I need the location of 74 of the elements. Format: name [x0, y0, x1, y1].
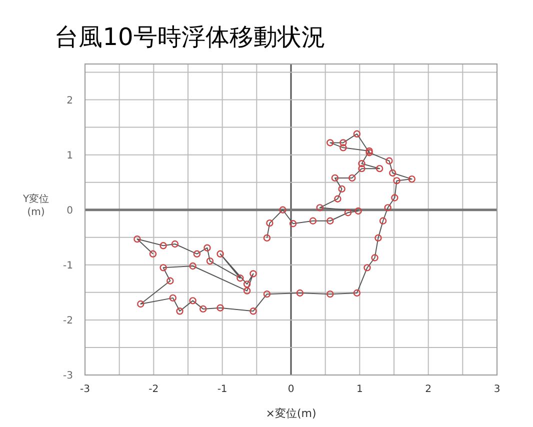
point	[326, 290, 334, 298]
y-tick-label: 1	[66, 150, 73, 162]
point	[149, 250, 157, 258]
point	[379, 217, 387, 224]
point	[331, 174, 339, 182]
point	[309, 217, 317, 224]
point	[166, 277, 174, 284]
point	[364, 264, 371, 272]
point	[340, 139, 347, 146]
point	[348, 174, 356, 182]
y-tick-label: -3	[63, 370, 73, 382]
point	[326, 139, 334, 146]
point	[137, 300, 144, 308]
point	[250, 270, 257, 278]
point	[316, 204, 324, 212]
x-axis-title: ×変位(m)	[266, 407, 316, 420]
point	[289, 220, 297, 228]
point	[171, 240, 179, 248]
point	[376, 164, 384, 172]
point	[250, 308, 257, 315]
y-tick-label: -1	[63, 260, 73, 272]
point	[358, 160, 366, 168]
point	[371, 254, 378, 262]
chart-title: 台風10号時浮体移動状況	[54, 23, 326, 51]
point	[243, 280, 251, 288]
point	[393, 177, 400, 184]
point	[366, 147, 373, 155]
point	[366, 149, 373, 156]
point	[389, 169, 396, 177]
point	[384, 204, 392, 212]
point	[236, 274, 244, 282]
point	[353, 130, 361, 138]
point	[193, 250, 201, 258]
point	[200, 305, 207, 313]
point	[189, 297, 196, 304]
x-tick-label: -3	[80, 384, 90, 395]
point	[216, 250, 224, 258]
y-tick-label: 0	[66, 205, 73, 216]
point	[189, 262, 196, 270]
x-tick-label: 1	[356, 384, 363, 395]
y-axis-title: Y変位 (m)	[22, 192, 50, 218]
point	[358, 164, 366, 172]
point	[134, 235, 141, 243]
point	[216, 304, 224, 312]
point	[204, 244, 211, 252]
point	[206, 257, 214, 265]
point	[266, 219, 274, 227]
point	[326, 217, 334, 224]
y-tick-label: -2	[63, 315, 73, 326]
x-tick-label: 2	[425, 384, 432, 395]
x-tick-label: 0	[288, 384, 294, 395]
point	[279, 206, 286, 214]
x-tick-label: 3	[494, 384, 500, 395]
point	[340, 144, 347, 152]
point	[160, 264, 167, 272]
point	[354, 207, 362, 215]
point	[408, 175, 416, 183]
point	[176, 308, 184, 315]
x-tick-label: -1	[217, 384, 228, 395]
point	[386, 157, 393, 164]
x-tick-label: -2	[148, 384, 159, 395]
point	[391, 194, 398, 202]
point	[169, 294, 176, 302]
point	[353, 289, 361, 297]
y-tick-label: 2	[66, 95, 73, 106]
point	[243, 287, 251, 294]
point	[160, 242, 167, 250]
point	[338, 185, 346, 193]
point	[296, 289, 304, 297]
point	[263, 290, 271, 298]
point	[263, 234, 271, 242]
point	[344, 209, 352, 216]
point	[374, 234, 382, 242]
point	[334, 195, 342, 202]
